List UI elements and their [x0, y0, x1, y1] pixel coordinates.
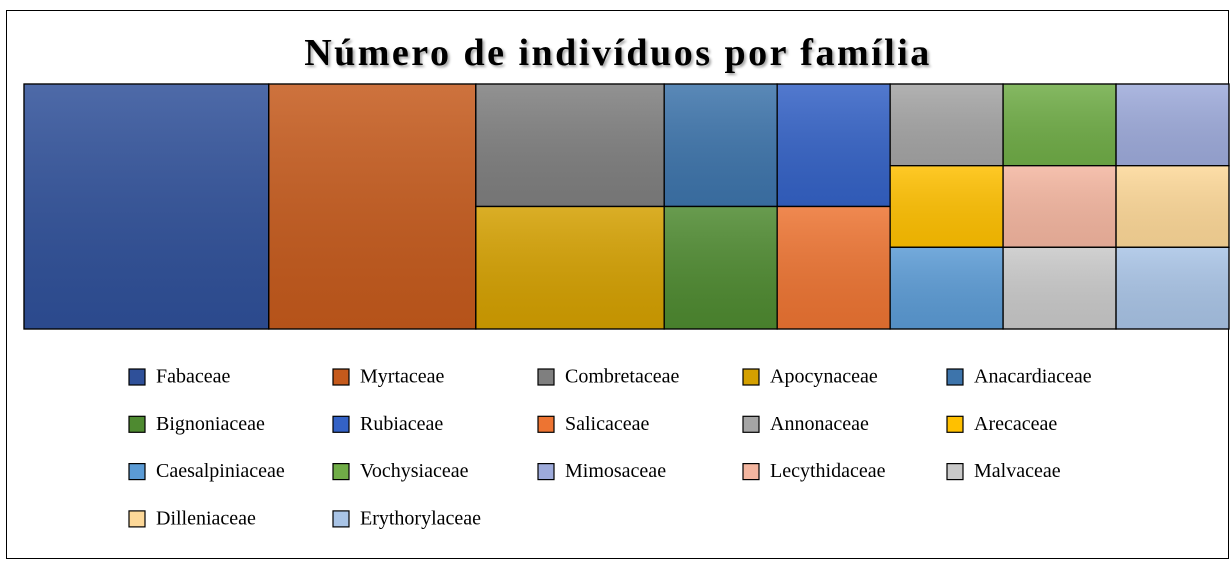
legend-label: Myrtaceae: [360, 366, 445, 388]
legend-label: Fabaceae: [156, 366, 231, 388]
tile-shade: [268, 83, 477, 330]
legend-swatch: [537, 368, 555, 386]
tile-shade: [23, 83, 270, 330]
legend-label: Annonaceae: [770, 413, 869, 435]
legend-label: Vochysiaceae: [360, 460, 469, 482]
legend-label: Malvaceae: [974, 460, 1061, 482]
legend-label: Apocynaceae: [770, 366, 878, 388]
legend-swatch: [742, 415, 760, 433]
treemap: [23, 83, 1230, 330]
tile-shade: [475, 83, 665, 208]
legend-label: Combretaceae: [565, 366, 679, 388]
tile-shade: [475, 205, 665, 330]
tile-shade: [663, 83, 778, 208]
legend-swatch: [946, 463, 964, 481]
legend-label: Lecythidaceae: [770, 460, 886, 482]
tile-shade: [1115, 83, 1230, 167]
legend-swatch: [537, 415, 555, 433]
tile-shade: [1002, 246, 1117, 330]
legend: Fabaceae Myrtaceae Combretaceae Apocynaceae…: [128, 366, 1092, 529]
tile-shade: [663, 205, 778, 330]
legend-swatch: [128, 463, 146, 481]
legend-swatch: [128, 415, 146, 433]
legend-swatch: [332, 463, 350, 481]
legend-label: Caesalpiniaceae: [156, 460, 285, 482]
tile-shade: [889, 165, 1004, 248]
legend-swatch: [742, 463, 760, 481]
legend-swatch: [537, 463, 555, 481]
legend-label: Bignoniaceae: [156, 413, 265, 435]
legend-label: Rubiaceae: [360, 413, 443, 435]
legend-label: Mimosaceae: [565, 460, 666, 482]
legend-swatch: [742, 368, 760, 386]
tile-shade: [1115, 246, 1230, 330]
legend-swatch: [332, 510, 350, 528]
tile-shade: [776, 205, 891, 330]
legend-swatch: [128, 368, 146, 386]
legend-label: Erythorylaceae: [360, 507, 481, 529]
legend-label: Dilleniaceae: [156, 507, 256, 529]
chart-title: Número de indivíduos por família: [304, 32, 932, 74]
legend-label: Anacardiaceae: [974, 366, 1092, 388]
legend-swatch: [332, 415, 350, 433]
legend-swatch: [332, 368, 350, 386]
tile-shade: [1002, 165, 1117, 248]
tile-shade: [1115, 165, 1230, 248]
tile-shade: [1002, 83, 1117, 167]
tile-shade: [889, 246, 1004, 330]
legend-label: Salicaceae: [565, 413, 649, 435]
tile-shade: [889, 83, 1004, 167]
legend-swatch: [128, 510, 146, 528]
tile-shade: [776, 83, 891, 208]
legend-swatch: [946, 415, 964, 433]
legend-swatch: [946, 368, 964, 386]
legend-label: Arecaceae: [974, 413, 1057, 435]
